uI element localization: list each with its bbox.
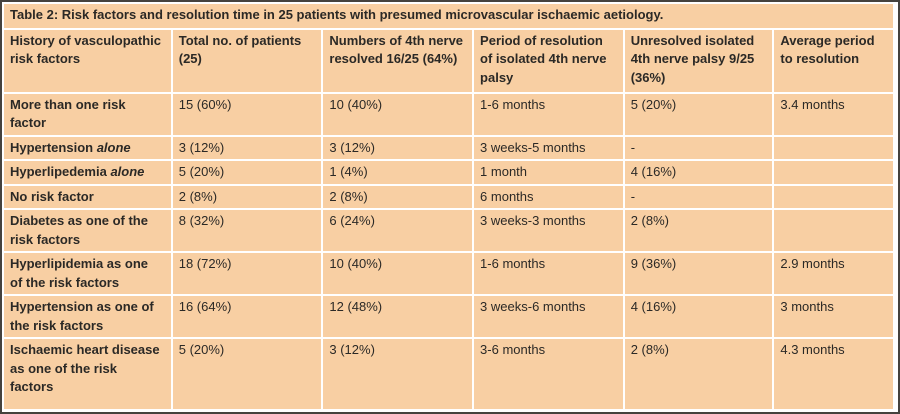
table-row: Hyperlipidemia as one of the risk factor… [4, 253, 893, 295]
cell-total-patients: 8 (32%) [172, 210, 322, 252]
cell-unresolved: 4 (16%) [624, 296, 773, 338]
cell-resolution-period: 1-6 months [474, 253, 623, 295]
table-row: No risk factor 2 (8%) 2 (8%) 6 months - [4, 185, 893, 209]
cell-resolution-period: 3-6 months [474, 339, 623, 410]
column-header-resolution-period: Period of resolution of isolated 4th ner… [474, 30, 623, 92]
table-row: Hyperlipedemia alone 5 (20%) 1 (4%) 1 mo… [4, 161, 893, 184]
table-row: More than one risk factor 15 (60%) 10 (4… [4, 94, 893, 135]
table-row: Hypertension alone 3 (12%) 3 (12%) 3 wee… [4, 137, 893, 160]
table-header-row: History of vasculopathic risk factors To… [4, 30, 893, 92]
cell-average-period: 4.3 months [774, 339, 893, 410]
cell-average-period: 3 months [774, 296, 893, 338]
risk-factor-label: No risk factor [10, 188, 94, 204]
cell-total-patients: 18 (72%) [172, 253, 322, 295]
cell-risk-factor: No risk factor [4, 185, 171, 209]
cell-resolved: 12 (48%) [323, 296, 473, 338]
cell-unresolved: 4 (16%) [624, 161, 773, 184]
cell-risk-factor: Hypertension alone [4, 137, 171, 160]
column-header-history: History of vasculopathic risk factors [4, 30, 171, 92]
cell-unresolved: 5 (20%) [624, 94, 773, 135]
cell-resolution-period: 3 weeks-3 months [474, 210, 623, 252]
cell-total-patients: 3 (12%) [172, 137, 322, 160]
risk-factor-label: Hypertension [10, 140, 97, 155]
cell-unresolved: 2 (8%) [624, 210, 773, 252]
cell-unresolved: - [624, 185, 773, 209]
cell-risk-factor: More than one risk factor [4, 94, 171, 135]
cell-average-period [774, 210, 893, 252]
column-header-average-period: Average period to resolution [774, 30, 893, 92]
table-row: Hypertension as one of the risk factors … [4, 296, 893, 338]
cell-total-patients: 5 (20%) [172, 339, 322, 410]
table-row: Ischaemic heart disease as one of the ri… [4, 339, 893, 410]
cell-unresolved: 2 (8%) [624, 339, 773, 410]
table-title: Table 2: Risk factors and resolution tim… [4, 4, 893, 28]
cell-total-patients: 5 (20%) [172, 161, 322, 184]
cell-average-period: 2.9 months [774, 253, 893, 295]
cell-average-period: 3.4 months [774, 94, 893, 135]
cell-resolution-period: 6 months [474, 185, 623, 209]
risk-factor-label-italic: alone [96, 140, 131, 155]
risk-factor-label: Diabetes as one of the risk factors [10, 213, 148, 247]
risk-factor-label: Ischaemic heart disease as one of the ri… [10, 342, 160, 395]
cell-resolution-period: 1-6 months [474, 94, 623, 135]
cell-resolved: 3 (12%) [323, 137, 473, 160]
cell-resolved: 6 (24%) [323, 210, 473, 252]
table-title-row: Table 2: Risk factors and resolution tim… [4, 4, 893, 28]
cell-average-period [774, 161, 893, 184]
cell-average-period [774, 185, 893, 209]
cell-total-patients: 2 (8%) [172, 185, 322, 209]
risk-factor-label: Hypertension as one of the risk factors [10, 299, 154, 333]
table-row: Diabetes as one of the risk factors 8 (3… [4, 210, 893, 252]
cell-risk-factor: Diabetes as one of the risk factors [4, 210, 171, 252]
cell-resolved: 10 (40%) [323, 94, 473, 135]
cell-total-patients: 15 (60%) [172, 94, 322, 135]
cell-resolution-period: 3 weeks-6 months [474, 296, 623, 338]
cell-resolution-period: 1 month [474, 161, 623, 184]
column-header-resolved: Numbers of 4th nerve resolved 16/25 (64%… [323, 30, 473, 92]
cell-resolved: 2 (8%) [323, 185, 473, 209]
cell-resolved: 3 (12%) [323, 339, 473, 410]
cell-resolution-period: 3 weeks-5 months [474, 137, 623, 160]
column-header-unresolved: Unresolved isolated 4th nerve palsy 9/25… [624, 30, 773, 92]
cell-total-patients: 16 (64%) [172, 296, 322, 338]
cell-unresolved: 9 (36%) [624, 253, 773, 295]
cell-risk-factor: Hyperlipedemia alone [4, 161, 171, 184]
cell-risk-factor: Ischaemic heart disease as one of the ri… [4, 339, 171, 410]
risk-factor-label: Hyperlipedemia [10, 164, 111, 180]
cell-resolved: 10 (40%) [323, 253, 473, 295]
column-header-total-patients: Total no. of patients (25) [172, 30, 322, 92]
cell-resolved: 1 (4%) [323, 161, 473, 184]
cell-unresolved: - [624, 137, 773, 160]
risk-factor-label: Hyperlipidemia as one of the risk factor… [10, 256, 148, 290]
cell-average-period [774, 137, 893, 160]
risk-factor-label-italic: alone [110, 164, 145, 180]
cell-risk-factor: Hyperlipidemia as one of the risk factor… [4, 253, 171, 295]
risk-factor-label: More than one risk factor [10, 97, 126, 131]
cell-risk-factor: Hypertension as one of the risk factors [4, 296, 171, 338]
